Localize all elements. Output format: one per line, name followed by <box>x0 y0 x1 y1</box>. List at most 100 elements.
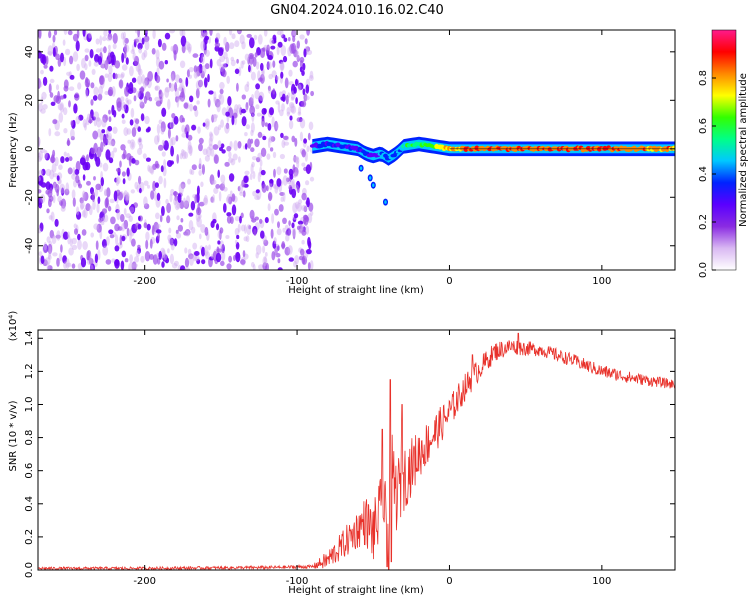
noise-blob <box>282 55 288 63</box>
noise-blob <box>276 228 282 236</box>
x-tick-label: -100 <box>286 576 309 587</box>
noise-blob <box>96 117 102 128</box>
noise-blob <box>52 34 56 43</box>
noise-blob <box>185 230 190 237</box>
noise-blob <box>291 42 297 54</box>
noise-blob <box>164 87 170 98</box>
noise-blob <box>49 65 54 72</box>
noise-blob <box>285 234 290 242</box>
noise-blob <box>196 185 200 196</box>
noise-blob <box>296 55 300 63</box>
noise-blob <box>198 163 202 170</box>
noise-blob <box>259 218 263 224</box>
noise-blob <box>259 159 263 167</box>
noise-blob <box>255 189 260 194</box>
noise-blob <box>270 45 276 50</box>
noise-blob <box>303 138 307 144</box>
noise-blob <box>85 87 90 97</box>
noise-blob <box>218 94 225 105</box>
noise-blob <box>91 191 96 203</box>
noise-blob <box>258 91 265 102</box>
noise-blob <box>108 229 114 235</box>
noise-blob <box>250 71 256 81</box>
colorbar-bar <box>711 29 737 271</box>
noise-blob <box>90 263 95 270</box>
noise-blob <box>121 113 125 119</box>
noise-blob <box>263 30 268 37</box>
noise-blob <box>240 259 246 265</box>
noise-blob <box>199 79 203 87</box>
noise-blob <box>140 255 145 263</box>
noise-blob <box>279 61 285 72</box>
noise-blob <box>163 252 167 261</box>
noise-blob <box>174 82 178 92</box>
noise-blob <box>266 185 269 192</box>
noise-blob <box>86 154 89 162</box>
noise-blob <box>112 43 117 50</box>
noise-blob <box>120 144 126 151</box>
noise-blob <box>274 120 279 132</box>
noise-blob <box>179 265 186 270</box>
noise-blob <box>281 90 286 96</box>
noise-blob <box>125 193 130 203</box>
noise-blob <box>187 134 193 141</box>
x-tick-label: 0 <box>446 276 452 287</box>
noise-blob <box>212 114 219 119</box>
colorbar-tick-label: 0.6 <box>698 118 709 134</box>
noise-blob <box>225 111 230 117</box>
noise-blob <box>112 126 118 134</box>
noise-blob <box>298 106 302 115</box>
noise-blob <box>151 225 155 236</box>
noise-blob <box>100 217 106 223</box>
noise-blob <box>140 86 145 94</box>
noise-blob <box>277 267 283 270</box>
noise-blob <box>196 65 201 77</box>
noise-blob <box>184 267 191 270</box>
noise-blob <box>212 194 216 204</box>
noise-blob <box>250 129 254 137</box>
noise-blob <box>138 175 142 185</box>
noise-blob <box>104 90 109 96</box>
noise-blob <box>277 41 283 48</box>
noise-blob <box>136 90 141 98</box>
noise-blob <box>173 115 179 125</box>
noise-blob <box>209 174 215 185</box>
noise-blob <box>303 48 307 58</box>
noise-blob <box>97 128 101 138</box>
noise-blob <box>104 59 109 71</box>
noise-blob <box>88 258 94 265</box>
noise-blob <box>255 244 262 255</box>
noise-blob <box>241 41 246 50</box>
noise-blob <box>135 118 140 125</box>
noise-blob <box>48 30 52 39</box>
noise-blob <box>143 35 150 43</box>
noise-blob <box>173 260 179 267</box>
noise-blob <box>38 150 43 161</box>
noise-blob <box>204 63 210 70</box>
noise-blob <box>167 98 171 110</box>
noise-blob <box>114 245 120 252</box>
spectrogram-frame <box>37 29 676 271</box>
noise-blob <box>171 262 178 269</box>
noise-blob <box>310 210 314 216</box>
noise-blob <box>120 72 125 78</box>
noise-blob <box>179 83 182 92</box>
noise-blob <box>225 196 231 204</box>
noise-blob <box>262 245 266 254</box>
noise-blob <box>132 52 136 61</box>
noise-blob <box>62 231 69 240</box>
noise-blob <box>82 119 87 128</box>
noise-blob <box>188 220 194 231</box>
noise-blob <box>209 30 213 36</box>
noise-blob <box>136 35 142 44</box>
noise-blob <box>293 154 297 163</box>
noise-blob <box>138 138 142 143</box>
noise-blob <box>121 119 126 125</box>
noise-blob <box>72 197 76 207</box>
noise-blob <box>181 87 185 98</box>
noise-blob <box>123 127 129 137</box>
noise-blob <box>51 235 57 245</box>
noise-blob <box>303 93 308 102</box>
noise-blob <box>198 169 202 176</box>
noise-blob <box>49 92 54 98</box>
